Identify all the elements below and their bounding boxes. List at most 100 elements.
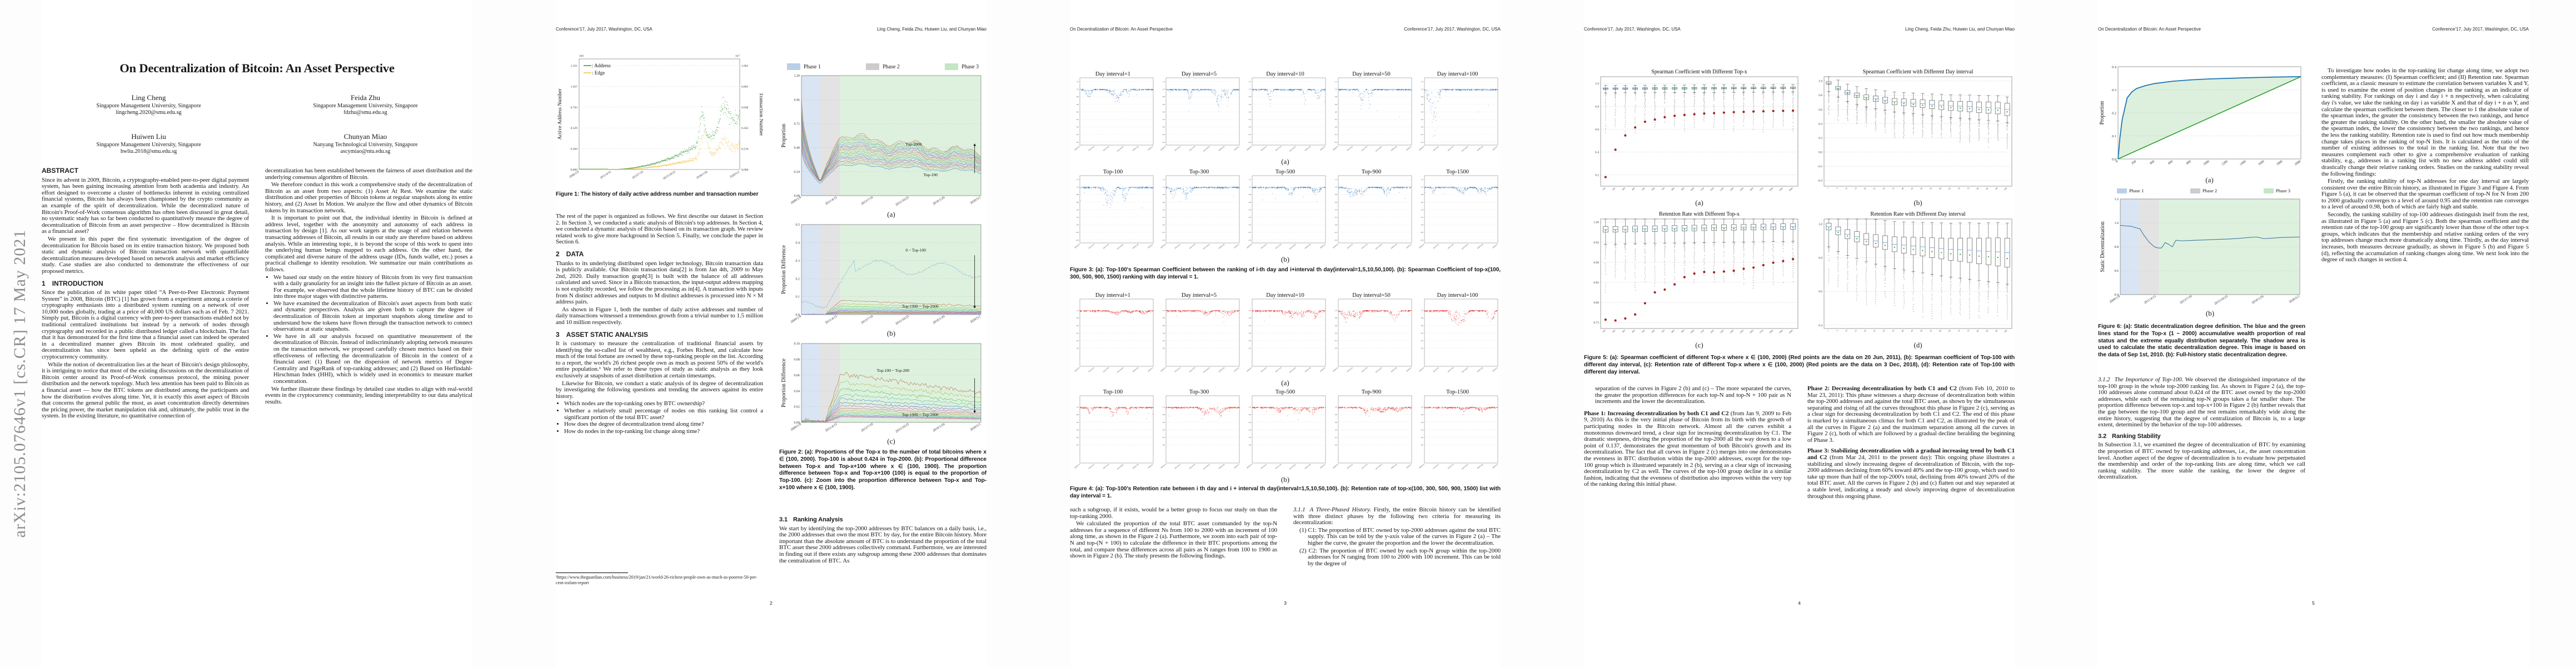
figure-6b-chart: 0.4 0.6 0.8 1.0 1.2 Static Decentralization 20… xyxy=(2098,196,2305,318)
svg-text:1.2: 1.2 xyxy=(1163,178,1165,181)
svg-text:0.8: 0.8 xyxy=(1077,96,1079,98)
phase3-paragraph: Phase 3: Stabilizing decentralization wi… xyxy=(1807,447,2015,500)
svg-text:2020/5/1: 2020/5/1 xyxy=(970,423,981,432)
svg-text:0.8: 0.8 xyxy=(1335,193,1338,196)
svg-text:Day interval=10: Day interval=10 xyxy=(1266,71,1304,77)
svg-text:2013/7/19: 2013/7/19 xyxy=(1275,243,1282,249)
section-3-heading: 3 ASSET STATIC ANALYSIS xyxy=(556,330,649,339)
svg-text:2013/7/19: 2013/7/19 xyxy=(860,196,874,206)
svg-text:0.216: 0.216 xyxy=(741,148,749,151)
section-3-2-heading: 3.2 Ranking Stability xyxy=(2098,432,2161,440)
svg-text:2015/10/23: 2015/10/23 xyxy=(1203,145,1210,152)
question-item: Which nodes are the top-ranking ones by … xyxy=(564,401,763,407)
svg-text:0.4: 0.4 xyxy=(1163,111,1165,113)
legend-item-phase1: Phase 1 xyxy=(2117,188,2144,193)
page-2: Conference'17, July 2017, Washington, DC… xyxy=(556,0,986,667)
criterion-2: (2) C2: The proportion of BTC owned by e… xyxy=(1299,547,1501,567)
svg-text:2015/10/23: 2015/10/23 xyxy=(1375,243,1383,250)
abstract-paragraph: Since its advent in 2009, Bitcoin, a cry… xyxy=(42,176,249,235)
svg-text:Day interval=5: Day interval=5 xyxy=(1182,71,1217,77)
svg-text:0.0: 0.0 xyxy=(1077,224,1079,226)
svg-text:1.0: 1.0 xyxy=(1421,88,1424,91)
running-head: Conference'17, July 2017, Washington, DC… xyxy=(1584,27,2015,32)
svg-text:(a): (a) xyxy=(1281,157,1289,166)
svg-text:0.2: 0.2 xyxy=(1335,216,1338,218)
svg-text:0.6: 0.6 xyxy=(1335,201,1338,203)
svg-text:2011/4/15: 2011/4/15 xyxy=(1432,145,1439,151)
body-paragraph: It is customary to measure the centraliz… xyxy=(556,340,763,380)
svg-text:1.0: 1.0 xyxy=(1163,186,1165,188)
body-paragraph: Thanks to its underlying distributed ope… xyxy=(556,260,763,306)
svg-text:1.0: 1.0 xyxy=(1249,186,1252,188)
page-3: On Decentralization of Bitcoin: An Asset… xyxy=(1070,0,1501,667)
svg-text:0.793: 0.793 xyxy=(571,106,578,109)
page-number: 2 xyxy=(770,600,773,606)
svg-text:0.5: 0.5 xyxy=(796,223,800,227)
paper-title: On Decentralization of Bitcoin: An Asset… xyxy=(119,61,395,75)
svg-text:0.6: 0.6 xyxy=(1421,103,1424,106)
svg-text:1.0: 1.0 xyxy=(1335,186,1338,188)
svg-text:2020/5/1: 2020/5/1 xyxy=(1406,243,1412,248)
svg-text:0.648: 0.648 xyxy=(741,106,749,109)
svg-text:0.865: 0.865 xyxy=(741,85,749,88)
svg-text:2015/10/23: 2015/10/23 xyxy=(1289,243,1297,250)
legend-item-phase3: Phase 3 xyxy=(2263,188,2290,193)
phase1-swatch xyxy=(787,63,800,70)
figure-2c-chart: 0.00 0.02 0.04 0.06 0.08 0.10 Top-100 ~ Top-20… xyxy=(779,340,986,446)
svg-text:: Edge: : Edge xyxy=(592,70,605,76)
svg-text:0.02: 0.02 xyxy=(794,406,800,409)
svg-text:0.6: 0.6 xyxy=(1163,201,1165,203)
section-1-heading: 1 INTRODUCTION xyxy=(42,279,103,287)
page-number: 4 xyxy=(1798,600,1801,606)
svg-text:Day interval=1: Day interval=1 xyxy=(1095,71,1130,77)
svg-text:2013/7/19: 2013/7/19 xyxy=(860,423,874,433)
svg-text:0.2: 0.2 xyxy=(1249,118,1252,121)
page4-left-column: separation of the curves in Figure 2 (b)… xyxy=(1584,386,1791,599)
svg-text:-0.4: -0.4 xyxy=(1334,239,1338,241)
criterion-1: (1) C1: The proportion of BTC owned by t… xyxy=(1299,526,1501,546)
svg-text:2009/1/9: 2009/1/9 xyxy=(1246,145,1253,151)
svg-text:1.2: 1.2 xyxy=(1077,81,1079,83)
svg-text:0.529: 0.529 xyxy=(571,127,578,130)
question-item: How do nodes in the top-ranking list cha… xyxy=(564,428,763,435)
svg-text:0.8: 0.8 xyxy=(1421,193,1424,196)
svg-text:0.8: 0.8 xyxy=(1163,193,1165,196)
svg-text:2013/7/19: 2013/7/19 xyxy=(1189,243,1196,249)
arxiv-watermark: arXiv:2105.07646v1 [cs.CR] 17 May 2021 xyxy=(11,229,29,538)
figure-4-caption: Figure 4: (a): Top-100's Retention rate … xyxy=(1070,486,1501,499)
author-email: fdzhu@smu.edu.sg xyxy=(343,109,387,116)
svg-text:Top-100: Top-100 xyxy=(1103,169,1123,175)
svg-text:2015/10/23: 2015/10/23 xyxy=(1117,243,1124,250)
svg-text:2011/4/15: 2011/4/15 xyxy=(825,423,838,433)
svg-text:0.0: 0.0 xyxy=(1077,126,1079,128)
figure-6b-legend: Phase 1 Phase 2 Phase 3 xyxy=(2109,188,2298,193)
svg-text:0.0: 0.0 xyxy=(1249,126,1252,128)
svg-text:1.321: 1.321 xyxy=(571,64,578,68)
svg-text:2020/5/1: 2020/5/1 xyxy=(729,170,740,179)
svg-text:Top-100 ~ Top-200: Top-100 ~ Top-200 xyxy=(877,368,910,373)
svg-text:0.2: 0.2 xyxy=(1163,118,1165,121)
author-2: Feida Zhu Singapore Management Universit… xyxy=(258,93,472,116)
svg-text:1.0: 1.0 xyxy=(1249,88,1252,91)
page-1: On Decentralization of Bitcoin: An Asset… xyxy=(42,0,472,667)
svg-text:2009/1/9: 2009/1/9 xyxy=(1418,145,1425,151)
svg-text:2020/5/1: 2020/5/1 xyxy=(1233,145,1240,151)
running-head-left: On Decentralization of Bitcoin: An Asset… xyxy=(2098,27,2201,32)
svg-text:-0.4: -0.4 xyxy=(1248,239,1252,241)
svg-text:-0.2: -0.2 xyxy=(1334,231,1338,233)
svg-text:-0.4: -0.4 xyxy=(1162,239,1165,241)
svg-text:Top-100: Top-100 xyxy=(924,172,938,177)
svg-text:Top-1900 ~ Top-2000: Top-1900 ~ Top-2000 xyxy=(902,304,939,309)
contribution-item: We have in all our analysis focused on q… xyxy=(273,333,472,385)
svg-text:0.6: 0.6 xyxy=(1163,103,1165,106)
author-affiliation: Singapore Management University, Singapo… xyxy=(96,103,201,109)
svg-text:0.0: 0.0 xyxy=(1163,224,1165,226)
question-item: Whether a relatively small percentage of… xyxy=(564,407,763,421)
svg-text:-0.4: -0.4 xyxy=(1334,141,1338,143)
svg-text:1.0: 1.0 xyxy=(1163,88,1165,91)
svg-text:0.8: 0.8 xyxy=(1249,193,1252,196)
running-head-right: Conference'17, July 2017, Washington, DC… xyxy=(2432,27,2529,32)
svg-text:2015/10/23: 2015/10/23 xyxy=(895,196,909,207)
page3-right-column: 3.1.1 A Three-Phased History. Firstly, th… xyxy=(1293,507,1501,599)
svg-text:2018/1/26: 2018/1/26 xyxy=(696,170,708,180)
